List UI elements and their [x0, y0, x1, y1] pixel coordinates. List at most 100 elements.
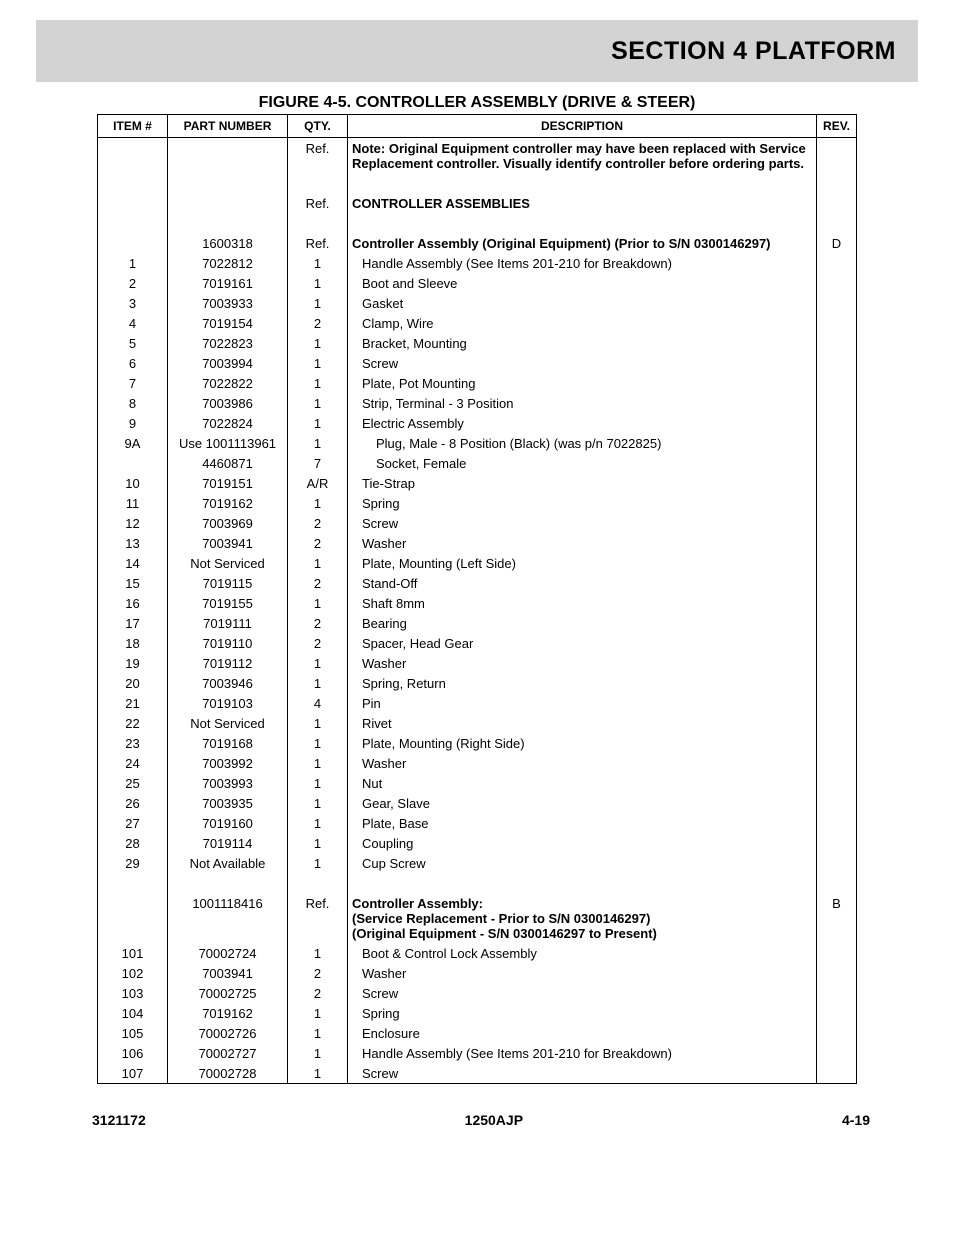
cell-item: 23: [98, 733, 168, 753]
cell-rev: [817, 433, 857, 453]
cell-part: Use 1001113961: [168, 433, 288, 453]
table-row: Ref.CONTROLLER ASSEMBLIES: [98, 193, 857, 213]
cell-part: 70002724: [168, 943, 288, 963]
col-header-item: ITEM #: [98, 115, 168, 138]
cell-rev: [817, 1063, 857, 1084]
table-row: 1870191102Spacer, Head Gear: [98, 633, 857, 653]
cell-rev: [817, 413, 857, 433]
cell-qty: 2: [288, 533, 348, 553]
cell-rev: [817, 793, 857, 813]
cell-part: 7019114: [168, 833, 288, 853]
cell-qty: 2: [288, 633, 348, 653]
spacer-cell: [817, 173, 857, 193]
cell-desc: Plate, Mounting (Left Side): [348, 553, 817, 573]
cell-rev: [817, 1003, 857, 1023]
cell-rev: [817, 983, 857, 1003]
cell-desc: Plate, Base: [348, 813, 817, 833]
cell-qty: 1: [288, 373, 348, 393]
cell-item: [98, 893, 168, 943]
table-row: 1270039692Screw: [98, 513, 857, 533]
spacer-cell: [817, 873, 857, 893]
cell-desc: Tie-Strap: [348, 473, 817, 493]
cell-item: 18: [98, 633, 168, 653]
table-row: 2170191034Pin: [98, 693, 857, 713]
cell-rev: [817, 593, 857, 613]
table-row: 107019151A/RTie-Strap: [98, 473, 857, 493]
cell-qty: 2: [288, 513, 348, 533]
footer-right: 4-19: [842, 1112, 870, 1128]
cell-item: 28: [98, 833, 168, 853]
table-row: 10470191621Spring: [98, 1003, 857, 1023]
spacer-cell: [288, 213, 348, 233]
cell-part: 7003941: [168, 533, 288, 553]
cell-qty: 1: [288, 943, 348, 963]
col-header-rev: REV.: [817, 115, 857, 138]
col-header-part: PART NUMBER: [168, 115, 288, 138]
cell-part: 7019160: [168, 813, 288, 833]
spacer-cell: [98, 213, 168, 233]
cell-item: 20: [98, 673, 168, 693]
cell-desc: Controller Assembly:(Service Replacement…: [348, 893, 817, 943]
table-row: Ref.Note: Original Equipment controller …: [98, 138, 857, 174]
cell-desc: Handle Assembly (See Items 201-210 for B…: [348, 1043, 817, 1063]
cell-item: 102: [98, 963, 168, 983]
cell-rev: [817, 1023, 857, 1043]
cell-qty: 1: [288, 833, 348, 853]
cell-qty: 1: [288, 733, 348, 753]
cell-rev: [817, 813, 857, 833]
cell-item: 24: [98, 753, 168, 773]
table-row: 170228121Handle Assembly (See Items 201-…: [98, 253, 857, 273]
cell-desc: Spacer, Head Gear: [348, 633, 817, 653]
cell-part: 7019161: [168, 273, 288, 293]
spacer-cell: [288, 173, 348, 193]
table-row: 2670039351Gear, Slave: [98, 793, 857, 813]
cell-item: 9A: [98, 433, 168, 453]
cell-qty: 1: [288, 393, 348, 413]
cell-part: 7019115: [168, 573, 288, 593]
cell-rev: [817, 373, 857, 393]
cell-desc: Screw: [348, 983, 817, 1003]
cell-rev: B: [817, 893, 857, 943]
cell-part: 7022823: [168, 333, 288, 353]
cell-qty: 1: [288, 793, 348, 813]
cell-rev: [817, 493, 857, 513]
table-row: 29Not Available1Cup Screw: [98, 853, 857, 873]
cell-item: 4: [98, 313, 168, 333]
cell-part: 7003994: [168, 353, 288, 373]
cell-qty: 1: [288, 293, 348, 313]
cell-desc: Plate, Pot Mounting: [348, 373, 817, 393]
cell-qty: 1: [288, 713, 348, 733]
cell-desc: Bracket, Mounting: [348, 333, 817, 353]
cell-desc: Controller Assembly (Original Equipment)…: [348, 233, 817, 253]
cell-item: [98, 233, 168, 253]
table-row: 106700027271Handle Assembly (See Items 2…: [98, 1043, 857, 1063]
table-row: 470191542Clamp, Wire: [98, 313, 857, 333]
spacer-cell: [168, 213, 288, 233]
cell-desc: Screw: [348, 1063, 817, 1084]
cell-qty: A/R: [288, 473, 348, 493]
table-row: 370039331Gasket: [98, 293, 857, 313]
cell-rev: [817, 943, 857, 963]
cell-part: 7003946: [168, 673, 288, 693]
cell-rev: [817, 473, 857, 493]
cell-rev: [817, 1043, 857, 1063]
cell-item: 107: [98, 1063, 168, 1084]
cell-rev: [817, 393, 857, 413]
cell-desc: Washer: [348, 533, 817, 553]
cell-part: 70002726: [168, 1023, 288, 1043]
cell-part: 7019168: [168, 733, 288, 753]
cell-desc: Shaft 8mm: [348, 593, 817, 613]
cell-part: Not Serviced: [168, 553, 288, 573]
table-row: 770228221Plate, Pot Mounting: [98, 373, 857, 393]
cell-qty: 2: [288, 613, 348, 633]
cell-desc: Spring, Return: [348, 673, 817, 693]
cell-item: 103: [98, 983, 168, 1003]
cell-item: 7: [98, 373, 168, 393]
cell-qty: 2: [288, 963, 348, 983]
cell-rev: [817, 138, 857, 174]
table-row: 1600318Ref.Controller Assembly (Original…: [98, 233, 857, 253]
cell-rev: [817, 613, 857, 633]
cell-rev: [817, 653, 857, 673]
cell-rev: [817, 733, 857, 753]
table-row: 2770191601Plate, Base: [98, 813, 857, 833]
